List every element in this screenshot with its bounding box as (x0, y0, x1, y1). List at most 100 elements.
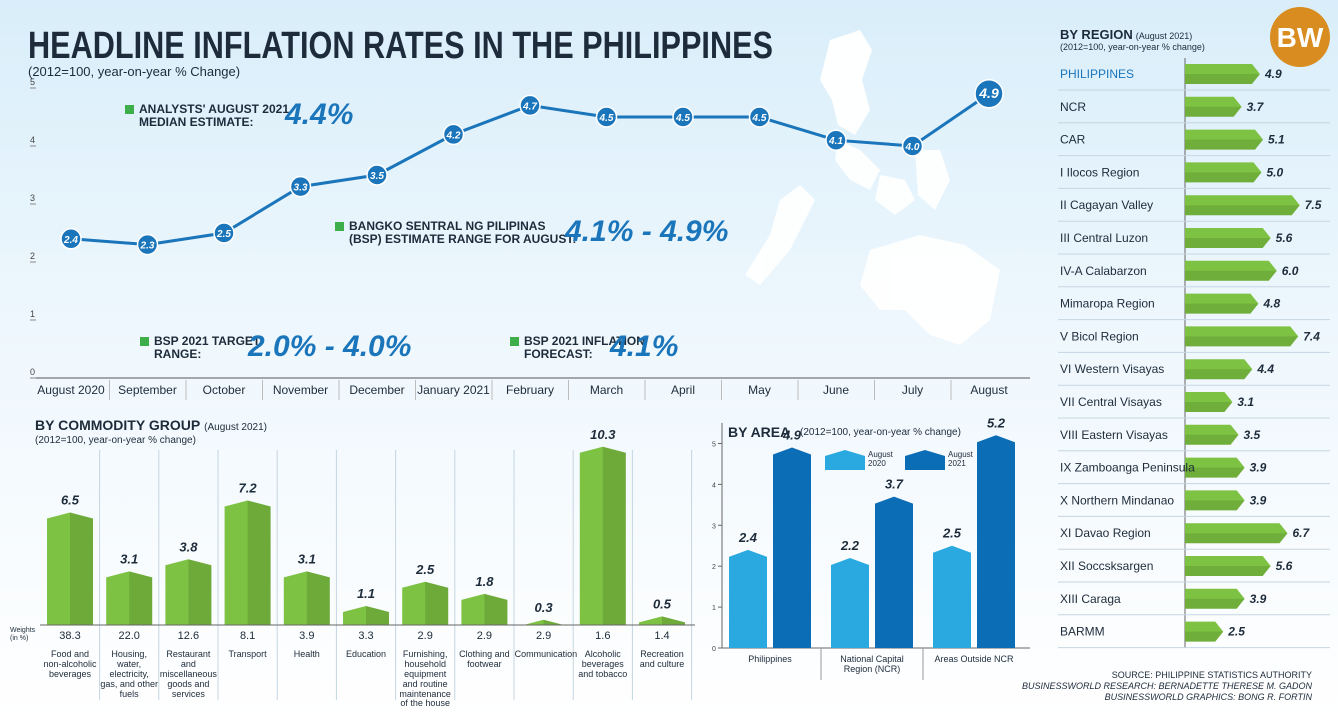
section-note: (August 2021) (1135, 31, 1193, 41)
x-tick-label: August (970, 383, 1008, 397)
value-label: 5.0 (1267, 165, 1284, 179)
category-label: National Capital Region (NCR) (840, 654, 904, 674)
bar (1185, 392, 1233, 412)
point-label: 4.1 (828, 136, 843, 147)
point-label: 2.3 (140, 241, 155, 252)
value-label: 5.1 (1268, 133, 1285, 147)
value-label: 3.9 (1250, 493, 1267, 507)
category-label: VII Central Visayas (1060, 395, 1162, 409)
bar-shade (247, 500, 271, 625)
x-tick-label: February (505, 383, 555, 397)
category-label: XII Soccsksargen (1060, 559, 1153, 573)
bar (639, 616, 685, 625)
weight-value: 1.6 (595, 630, 611, 642)
weight-value: 2.9 (417, 630, 433, 642)
bar-shade (1185, 434, 1239, 445)
weight-value: 8.1 (239, 630, 256, 642)
category-label: Clothing and footwear (459, 649, 510, 669)
value-label: 5.2 (987, 415, 1006, 430)
point (748, 106, 771, 128)
bar (933, 545, 971, 648)
category-label: V Bicol Region (1060, 329, 1139, 343)
value-label: 4.4 (1256, 362, 1274, 376)
weight-value: 3.3 (358, 630, 374, 642)
credit-line: SOURCE: PHILIPPINE STATISTICS AUTHORITY (1112, 670, 1312, 680)
y-tick-label: 2 (712, 564, 716, 571)
category-label: Philippines (748, 654, 792, 664)
y-tick-label: 3 (712, 523, 716, 530)
point-label: 4.9 (978, 85, 999, 101)
category-label: Furnishing, household equipment and rout… (399, 649, 451, 709)
weight-value: 1.4 (654, 630, 670, 642)
value-label: 5.6 (1276, 559, 1293, 573)
bar (1185, 326, 1299, 347)
weights-label: Weights (in %) (10, 627, 36, 642)
bar (1185, 523, 1288, 544)
bar (402, 581, 449, 625)
point-label: 4.0 (905, 142, 920, 153)
annotation-label: BANGKO SENTRAL NG PILIPINAS (BSP) ESTIMA… (335, 219, 579, 246)
point (366, 164, 388, 186)
value-label: 3.1 (120, 551, 138, 566)
y-tick-label: 2 (30, 251, 35, 261)
value-label: 7.4 (1303, 329, 1320, 343)
value-label: 3.1 (298, 551, 316, 566)
category-label: Restaurant and miscellaneous goods and s… (159, 649, 217, 699)
point (289, 175, 312, 198)
bar (343, 605, 389, 625)
value-label: 3.7 (1247, 100, 1265, 114)
bar-shade (1185, 74, 1260, 84)
map-decoration (745, 30, 1000, 345)
value-label: 2.2 (840, 538, 860, 553)
bar (1185, 195, 1300, 216)
category-label: IX Zamboanga Peninsula (1060, 461, 1195, 475)
chart-subtitle: (2012=100, year-on-year % Change) (28, 64, 240, 79)
point-label: 4.5 (675, 113, 690, 124)
bar-shade (1185, 238, 1271, 248)
point-label: 3.5 (370, 171, 384, 182)
weight-value: 12.6 (177, 630, 200, 642)
bar-shade (602, 446, 626, 625)
bar-shade (1185, 598, 1245, 609)
category-label: Communication (514, 649, 578, 659)
value-label: 2.4 (738, 530, 758, 545)
bar (1185, 228, 1271, 248)
y-tick-label: 3 (30, 193, 35, 203)
value-label: 3.8 (179, 539, 198, 554)
point (672, 106, 694, 128)
bar (47, 512, 93, 625)
y-tick-label: 0 (30, 367, 35, 377)
value-label: 5.6 (1276, 231, 1293, 245)
x-tick-label: January 2021 (417, 383, 490, 397)
value-label: 4.9 (782, 428, 802, 443)
bar (1185, 556, 1271, 576)
bar-shade (662, 616, 685, 625)
x-tick-label: August 2020 (37, 383, 105, 397)
value-label: 2.5 (942, 526, 962, 541)
point (60, 228, 82, 250)
category-label: CAR (1060, 133, 1086, 147)
section-subtitle: (2012=100, year-on-year % change) (35, 435, 196, 446)
value-label: 7.5 (1305, 198, 1322, 212)
bar (977, 435, 1015, 648)
weight-value: 22.0 (118, 630, 140, 642)
value-label: 2.5 (415, 562, 435, 577)
value-label: 3.5 (1244, 428, 1261, 442)
credit-line: BUSINESSWORLD GRAPHICS: BONG R. FORTIN (1105, 692, 1313, 702)
bar-shade (1185, 369, 1253, 380)
weight-value: 3.9 (299, 630, 315, 642)
value-label: 3.7 (885, 477, 904, 492)
value-label: 4.9 (1264, 67, 1282, 81)
point (825, 129, 847, 151)
bar-shade (1185, 303, 1259, 314)
section-title: BY REGION (August 2021) (1060, 27, 1193, 42)
x-tick-label: July (901, 383, 924, 397)
x-tick-label: November (272, 383, 329, 397)
point-label: 2.4 (63, 235, 78, 246)
bar (520, 619, 567, 626)
bar (1185, 588, 1245, 609)
bar-shade (1185, 533, 1288, 544)
y-tick-label: 4 (30, 135, 35, 145)
bar (1185, 260, 1277, 281)
